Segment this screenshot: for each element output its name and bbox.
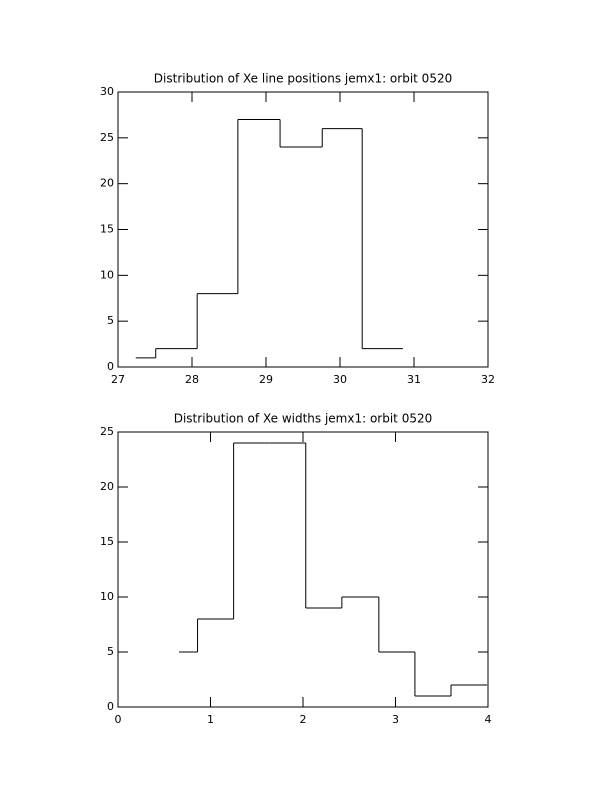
y-tick-label: 5	[107, 314, 114, 327]
plot-frame	[117, 431, 489, 708]
y-tick-label: 20	[100, 177, 114, 190]
y-tick-label: 25	[100, 131, 114, 144]
x-tick-label: 0	[115, 713, 122, 726]
chart-title: Distribution of Xe line positions jemx1:…	[154, 72, 452, 86]
y-tick-label: 20	[100, 480, 114, 493]
y-tick-label: 0	[107, 360, 114, 373]
y-tick-label: 5	[107, 645, 114, 658]
x-tick-label: 4	[485, 713, 492, 726]
x-tick-label: 32	[481, 373, 495, 386]
y-tick-label: 15	[100, 223, 114, 236]
y-tick-label: 0	[107, 700, 114, 713]
y-tick-label: 25	[100, 425, 114, 438]
x-tick-label: 27	[111, 373, 125, 386]
y-tick-label: 10	[100, 268, 114, 281]
y-tick-label: 10	[100, 590, 114, 603]
x-tick-label: 29	[259, 373, 273, 386]
y-tick-label: 15	[100, 535, 114, 548]
x-tick-label: 3	[392, 713, 399, 726]
y-tick-label: 30	[100, 85, 114, 98]
x-tick-label: 30	[333, 373, 347, 386]
x-tick-label: 28	[185, 373, 199, 386]
chart-title: Distribution of Xe widths jemx1: orbit 0…	[174, 412, 433, 426]
plot-frame	[117, 91, 489, 368]
x-tick-label: 2	[300, 713, 307, 726]
x-tick-label: 31	[407, 373, 421, 386]
x-tick-label: 1	[207, 713, 214, 726]
